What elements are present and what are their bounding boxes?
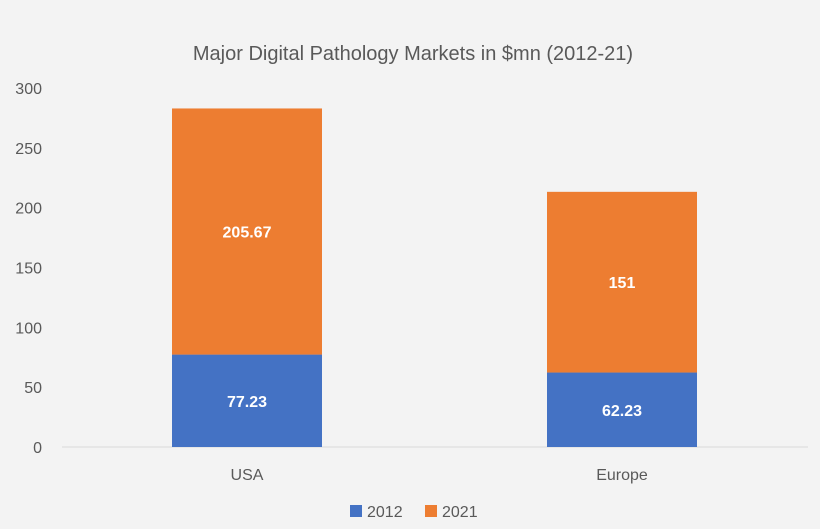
legend: 2012 2021 <box>350 504 478 521</box>
y-tick-label: 300 <box>15 81 42 98</box>
data-label: 205.67 <box>223 225 272 242</box>
bar-usa-2021 <box>172 108 322 355</box>
bars: 77.23 205.67 62.23 151 <box>172 108 697 447</box>
y-tick-label: 200 <box>15 201 42 218</box>
data-label: 151 <box>609 275 636 292</box>
y-tick-label: 100 <box>15 320 42 337</box>
bar-usa-2012 <box>172 354 322 447</box>
y-tick-label: 0 <box>33 440 42 457</box>
legend-label: 2021 <box>442 504 478 521</box>
y-tick-label: 50 <box>24 380 42 397</box>
x-tick-label: USA <box>231 467 264 484</box>
legend-swatch-2021 <box>425 505 437 517</box>
data-label: 62.23 <box>602 403 642 420</box>
chart-title: Major Digital Pathology Markets in $mn (… <box>193 43 633 65</box>
bar-europe-2021 <box>547 191 697 373</box>
bar-europe-2012 <box>547 372 697 447</box>
y-axis: 0 50 100 150 200 250 300 <box>15 81 42 457</box>
x-tick-label: Europe <box>596 467 648 484</box>
legend-swatch-2012 <box>350 505 362 517</box>
y-tick-label: 150 <box>15 261 42 278</box>
y-tick-label: 250 <box>15 141 42 158</box>
x-axis: USA Europe <box>231 467 648 484</box>
data-label: 77.23 <box>227 394 267 411</box>
legend-label: 2012 <box>367 504 403 521</box>
